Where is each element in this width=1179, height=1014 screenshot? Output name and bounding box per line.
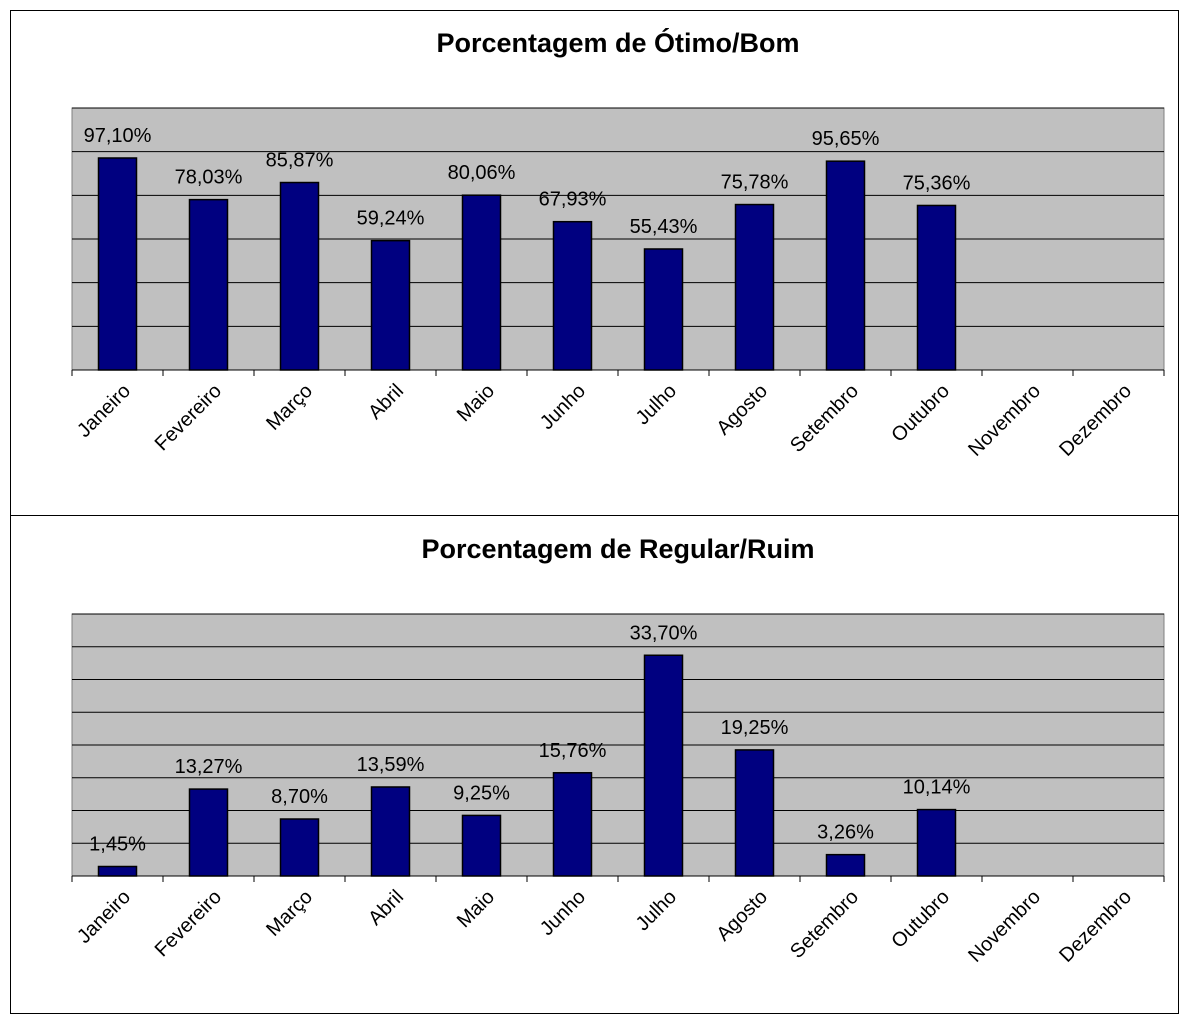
bar (734, 749, 775, 877)
data-label: 59,24% (357, 208, 425, 230)
data-label: 75,36% (903, 172, 971, 194)
data-label: 67,93% (539, 189, 607, 211)
bar (825, 853, 866, 877)
data-label: 13,59% (357, 754, 425, 776)
data-label: 15,76% (539, 740, 607, 762)
bar (916, 808, 957, 877)
bar (279, 818, 320, 877)
bar (552, 772, 593, 877)
bar (916, 204, 957, 371)
data-label: 19,25% (721, 717, 789, 739)
bar (461, 194, 502, 371)
bar (734, 203, 775, 371)
data-label: 85,87% (266, 150, 334, 172)
data-label: 3,26% (817, 822, 874, 844)
data-label: 78,03% (175, 167, 243, 189)
bar (643, 248, 684, 371)
data-label: 97,10% (84, 125, 152, 147)
data-label: 1,45% (89, 834, 146, 856)
chart-title: Porcentagem de Ótimo/Bom (436, 27, 799, 58)
bar (97, 865, 138, 877)
data-label: 9,25% (453, 782, 510, 804)
data-label: 33,70% (630, 622, 698, 644)
bar (370, 239, 411, 371)
bar (97, 157, 138, 371)
bar (643, 654, 684, 877)
data-label: 55,43% (630, 216, 698, 238)
bar (279, 181, 320, 371)
chart-title: Porcentagem de Regular/Ruim (421, 534, 814, 564)
bar (188, 198, 229, 371)
bar (461, 814, 502, 877)
data-label: 80,06% (448, 162, 516, 184)
data-label: 8,70% (271, 786, 328, 808)
data-label: 10,14% (903, 777, 971, 799)
bar (825, 160, 866, 371)
bar (370, 786, 411, 877)
bar (188, 788, 229, 877)
data-label: 95,65% (812, 128, 880, 150)
data-label: 75,78% (721, 172, 789, 194)
bar (552, 220, 593, 371)
data-label: 13,27% (175, 756, 243, 778)
